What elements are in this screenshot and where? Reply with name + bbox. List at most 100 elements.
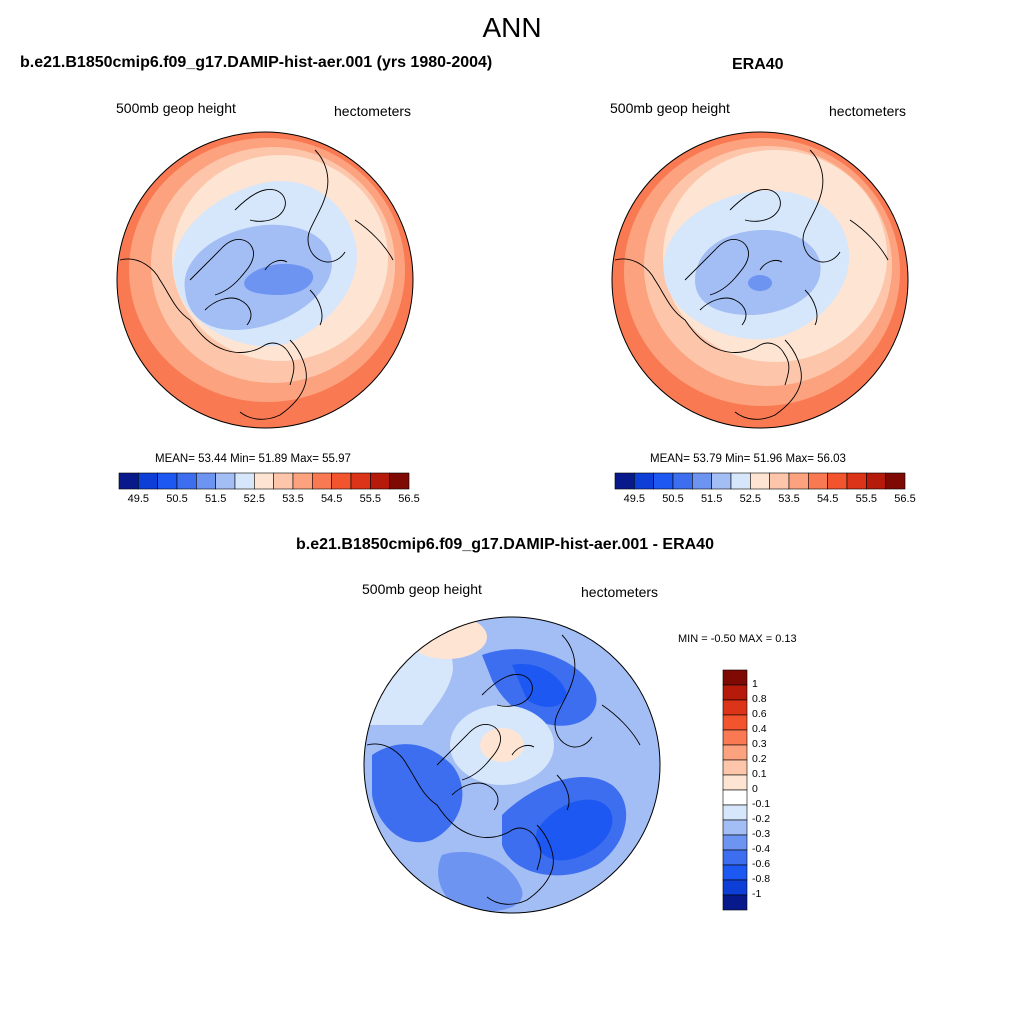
colorbar-swatch <box>157 472 178 490</box>
colorbar-swatch <box>722 864 748 881</box>
colorbar-swatch <box>722 849 748 866</box>
colorbar-tick-label: 0.8 <box>752 693 767 705</box>
diff-coastlines <box>366 634 641 905</box>
diff-variable-label: 500mb geop height <box>362 581 482 597</box>
diff-polar-map <box>363 616 661 914</box>
colorbar-tick-label: 52.5 <box>739 493 762 505</box>
colorbar-swatch <box>722 894 748 911</box>
colorbar-tick-label: -1 <box>752 888 762 900</box>
colorbar-swatch <box>722 729 748 746</box>
colorbar-tick-label: 0.4 <box>752 723 767 735</box>
colorbar-tick-label: -0.4 <box>752 843 771 855</box>
colorbar-swatch <box>118 472 139 490</box>
colorbar-tick-label: -0.2 <box>752 813 771 825</box>
colorbar-swatch <box>692 472 712 490</box>
model-panel-title: b.e21.B1850cmip6.f09_g17.DAMIP-hist-aer.… <box>20 54 493 71</box>
colorbar-swatch <box>866 472 886 490</box>
colorbar-swatch <box>138 472 158 490</box>
colorbar-tick-label: 49.5 <box>127 493 150 505</box>
colorbar-tick-label: 50.5 <box>662 493 684 505</box>
colorbar-tick-label: 54.5 <box>816 493 839 505</box>
model-variable-label: 500mb geop height <box>116 100 236 116</box>
colorbar-swatch <box>769 472 790 490</box>
colorbar-swatch <box>722 759 748 776</box>
colorbar-tick-label: 50.5 <box>166 493 188 505</box>
colorbar-swatch <box>234 472 255 490</box>
diff-stats: MIN = -0.50 MAX = 0.13 <box>678 633 797 645</box>
obs-coastlines <box>614 149 889 420</box>
colorbar-swatch <box>722 669 748 686</box>
colorbar-tick-label: 0.1 <box>752 768 767 780</box>
obs-variable-label: 500mb geop height <box>610 100 730 116</box>
colorbar-swatch <box>273 472 294 490</box>
colorbar-swatch <box>350 472 371 490</box>
colorbar-tick-label: 56.5 <box>894 493 916 505</box>
colorbar-swatch <box>331 472 352 490</box>
colorbar-swatch <box>722 744 748 761</box>
colorbar-swatch <box>292 472 313 490</box>
model-colorbar <box>118 472 410 490</box>
colorbar-swatch <box>722 789 748 806</box>
colorbar-tick-label: 49.5 <box>623 493 646 505</box>
colorbar-swatch <box>196 472 216 490</box>
colorbar-swatch <box>672 472 693 490</box>
colorbar-swatch <box>254 472 274 490</box>
colorbar-swatch <box>827 472 848 490</box>
colorbar-swatch <box>885 472 906 490</box>
obs-polar-map <box>611 131 909 429</box>
colorbar-tick-label: 0.6 <box>752 708 767 720</box>
obs-stats: MEAN= 53.79 Min= 51.96 Max= 56.03 <box>650 453 846 465</box>
colorbar-swatch <box>722 774 748 791</box>
colorbar-tick-label: 53.5 <box>778 493 800 505</box>
obs-panel-title: ERA40 <box>732 56 784 73</box>
diff-panel-title: b.e21.B1850cmip6.f09_g17.DAMIP-hist-aer.… <box>296 536 714 553</box>
colorbar-tick-label: 0 <box>752 783 758 795</box>
obs-units-label: hectometers <box>829 103 907 119</box>
colorbar-tick-label: -0.3 <box>752 828 771 840</box>
model-polar-map <box>116 131 414 429</box>
colorbar-swatch <box>653 472 674 490</box>
colorbar-swatch <box>788 472 809 490</box>
colorbar-swatch <box>722 699 748 716</box>
colorbar-tick-label: 1 <box>752 678 758 690</box>
model-coastlines <box>119 149 394 420</box>
colorbar-tick-label: 54.5 <box>320 493 343 505</box>
colorbar-swatch <box>808 472 828 490</box>
figure-title: ANN <box>482 12 542 43</box>
colorbar-tick-label: 0.3 <box>752 738 767 750</box>
colorbar-swatch <box>722 684 748 701</box>
colorbar-tick-label: 51.5 <box>700 493 723 505</box>
colorbar-tick-label: 55.5 <box>855 493 878 505</box>
colorbar-tick-label: 51.5 <box>204 493 227 505</box>
colorbar-tick-label: 53.5 <box>282 493 304 505</box>
colorbar-swatch <box>634 472 654 490</box>
colorbar-swatch <box>176 472 197 490</box>
colorbar-swatch <box>722 714 748 731</box>
colorbar-swatch <box>750 472 770 490</box>
colorbar-swatch <box>722 879 748 896</box>
colorbar-swatch <box>370 472 390 490</box>
model-stats: MEAN= 53.44 Min= 51.89 Max= 55.97 <box>155 453 351 465</box>
colorbar-tick-label: 0.2 <box>752 753 767 765</box>
diff-colorbar-labels: 1 0.8 0.6 0.4 0.3 0.2 0.1 0 -0.1 -0.2 -0.3 -0.4 -0.6… <box>752 669 792 911</box>
colorbar-swatch <box>846 472 867 490</box>
model-colorbar-labels: 49.5 50.5 51.5 52.5 53.5 54.5 55.5 56.5 <box>118 493 420 507</box>
model-units-label: hectometers <box>334 103 412 119</box>
colorbar-swatch <box>711 472 732 490</box>
colorbar-tick-label: 55.5 <box>359 493 382 505</box>
colorbar-swatch <box>730 472 751 490</box>
colorbar-tick-label: 52.5 <box>243 493 266 505</box>
diff-units-label: hectometers <box>581 584 659 600</box>
obs-colorbar <box>614 472 906 490</box>
colorbar-tick-label: -0.8 <box>752 873 771 885</box>
diff-colorbar <box>722 669 748 911</box>
colorbar-swatch <box>389 472 410 490</box>
colorbar-swatch <box>722 819 748 836</box>
obs-colorbar-labels: 49.5 50.5 51.5 52.5 53.5 54.5 55.5 56.5 <box>614 493 916 507</box>
colorbar-swatch <box>312 472 332 490</box>
colorbar-swatch <box>215 472 236 490</box>
colorbar-tick-label: 56.5 <box>398 493 420 505</box>
colorbar-tick-label: -0.1 <box>752 798 771 810</box>
colorbar-swatch <box>614 472 635 490</box>
colorbar-swatch <box>722 804 748 821</box>
